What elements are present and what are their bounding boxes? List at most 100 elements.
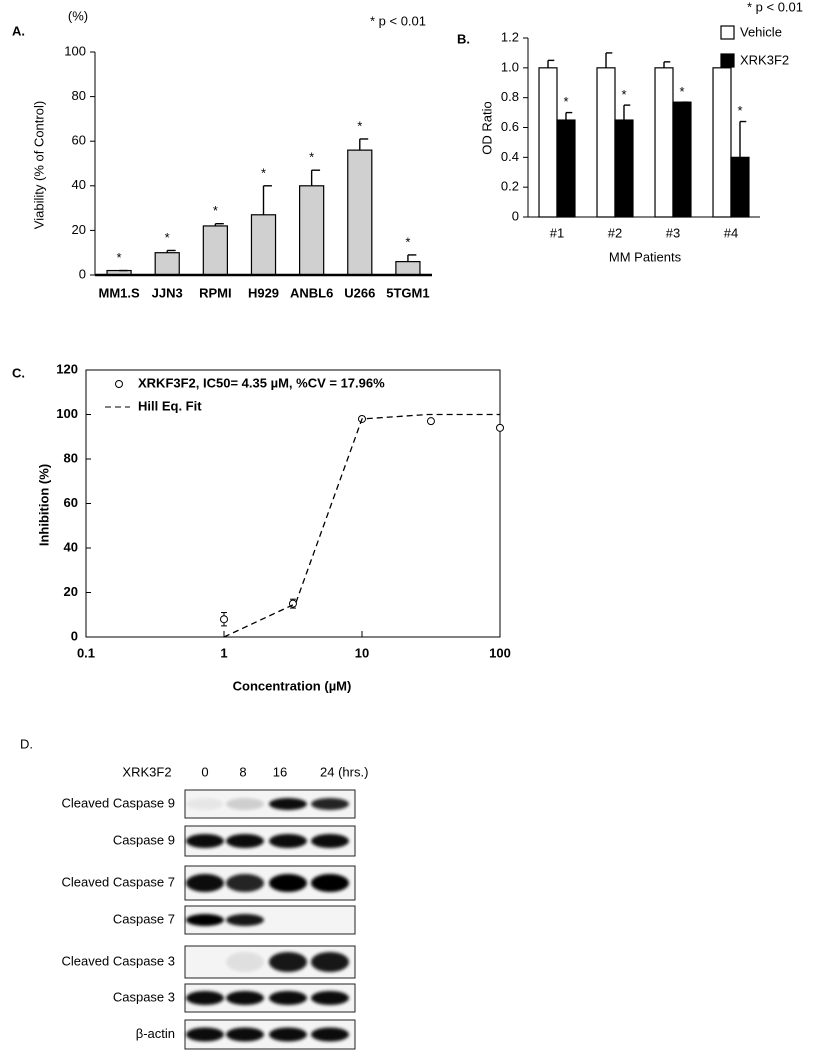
x-axis-label: MM Patients	[609, 249, 682, 264]
y-tick-label: 60	[64, 495, 78, 510]
treatment-label: XRK3F2	[122, 764, 171, 779]
band	[226, 798, 264, 810]
band	[226, 1027, 264, 1042]
band	[226, 834, 264, 848]
y-tick-label: 80	[72, 88, 86, 103]
unit-label: (%)	[68, 8, 88, 23]
band	[311, 991, 349, 1005]
error-bar	[166, 249, 176, 253]
bar	[730, 156, 750, 218]
x-tick-label: 10	[355, 645, 369, 660]
band	[186, 834, 224, 848]
panel-label: D.	[20, 736, 33, 751]
band	[226, 952, 264, 972]
error-bar	[565, 111, 573, 121]
error-bar	[214, 223, 224, 226]
error-bar	[623, 104, 631, 121]
legend-label: XRKF3F2, IC50= 4.35 µM, %CV = 17.96%	[138, 375, 385, 390]
band	[186, 991, 224, 1005]
bar	[395, 261, 421, 276]
x-tick-label: 5TGM1	[386, 285, 429, 300]
error-bar	[739, 120, 747, 158]
significance: *	[737, 103, 742, 118]
bar	[154, 252, 180, 276]
legend-label: Hill Eq. Fit	[138, 398, 202, 413]
error-bar	[407, 254, 417, 262]
band	[311, 798, 349, 810]
y-tick-label: 1.0	[501, 59, 519, 74]
significance: *	[117, 250, 122, 265]
band	[186, 798, 224, 810]
x-tick-label: 1	[220, 645, 227, 660]
y-tick-label: 0.2	[501, 179, 519, 194]
significance: *	[309, 150, 314, 165]
bar	[556, 119, 576, 218]
band	[226, 874, 264, 892]
band	[269, 1027, 307, 1042]
band	[311, 952, 349, 972]
error-bar	[605, 52, 613, 68]
x-tick-label: ANBL6	[290, 285, 333, 300]
y-tick-label: 0.6	[501, 119, 519, 134]
y-tick-label: 120	[56, 361, 78, 376]
y-tick-label: 20	[64, 584, 78, 599]
significance: *	[261, 165, 266, 180]
row-label: Caspase 3	[113, 989, 175, 1004]
timepoint-label: 24 (hrs.)	[320, 764, 368, 779]
x-tick-label: #2	[608, 225, 622, 240]
x-tick-label: MM1.S	[98, 285, 140, 300]
y-tick-label: 0	[79, 266, 86, 281]
x-tick-label: RPMI	[199, 285, 232, 300]
y-axis-label: Viability (% of Control)	[31, 101, 46, 229]
data-point	[496, 423, 504, 432]
y-axis-label: OD Ratio	[479, 101, 494, 154]
fit-line	[223, 413, 500, 638]
y-tick-label: 100	[56, 406, 78, 421]
error-bar	[359, 138, 369, 151]
error-bar	[663, 61, 671, 68]
error-bar	[262, 185, 272, 215]
y-axis-label: Inhibition (%)	[36, 464, 51, 546]
x-tick-label: #4	[724, 225, 738, 240]
band	[311, 834, 349, 848]
panel-label: C.	[12, 365, 25, 380]
timepoint-label: 8	[239, 764, 246, 779]
row-label: Cleaved Caspase 7	[62, 874, 175, 889]
band	[269, 874, 307, 892]
legend-swatch	[720, 25, 735, 40]
band	[226, 914, 264, 926]
bar	[202, 225, 228, 276]
data-point	[220, 615, 228, 624]
significance: *	[679, 84, 684, 99]
y-tick-label: 80	[64, 450, 78, 465]
panel-label: A.	[12, 23, 25, 38]
bar	[614, 119, 634, 218]
bar	[672, 101, 692, 218]
legend-marker	[115, 380, 123, 388]
significance: *	[357, 119, 362, 134]
band	[186, 914, 224, 926]
x-tick-label: JJN3	[152, 285, 183, 300]
error-bar	[547, 59, 555, 68]
timepoint-label: 0	[201, 764, 208, 779]
legend-label: XRK3F2	[740, 52, 789, 67]
row-label: Caspase 7	[113, 911, 175, 926]
bar	[538, 67, 558, 218]
y-tick-label: 0.8	[501, 89, 519, 104]
band	[186, 874, 224, 892]
y-tick-label: 40	[72, 177, 86, 192]
x-tick-label: #1	[550, 225, 564, 240]
band	[269, 991, 307, 1005]
band	[269, 952, 307, 972]
row-label: Caspase 9	[113, 832, 175, 847]
y-tick-label: 0	[71, 628, 78, 643]
row-label: β-actin	[136, 1026, 175, 1041]
x-tick-label: #3	[666, 225, 680, 240]
y-tick-label: 40	[64, 539, 78, 554]
x-axis-label: Concentration (µM)	[233, 678, 352, 693]
x-tick-label: U266	[344, 285, 375, 300]
data-point	[426, 417, 435, 426]
significance: *	[563, 94, 568, 109]
significance: *	[405, 234, 410, 249]
